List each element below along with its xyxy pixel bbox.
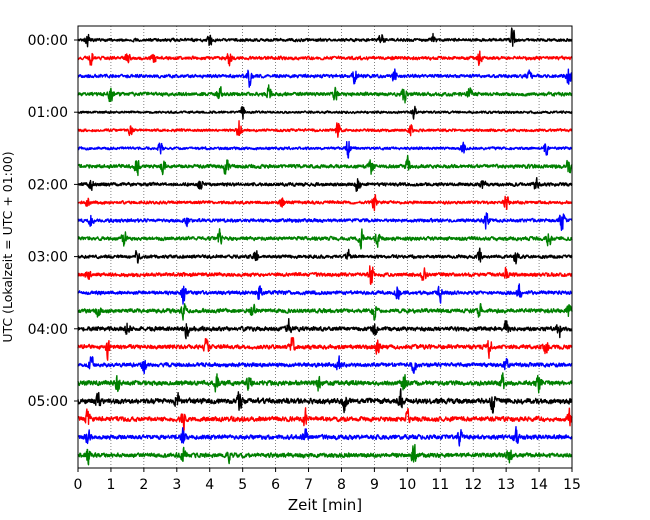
x-tick-label-1: 1 [106, 477, 115, 493]
x-tick-label-2: 2 [139, 477, 148, 493]
trace-01:45 [77, 154, 573, 177]
trace-03:00 [77, 247, 573, 265]
y-axis-label: UTC (Lokalzeit = UTC + 01:00) [0, 151, 15, 342]
x-axis-ticks: 0 1 2 3 4 5 6 7 8 9 10 11 12 13 14 15 [74, 468, 581, 493]
trace-05:45 [77, 443, 573, 466]
y-tick-label-3: 03:00 [28, 250, 68, 266]
y-tick-label-2: 02:00 [28, 177, 68, 193]
trace-03:45 [77, 302, 573, 321]
trace-00:30 [77, 68, 573, 88]
x-tick-label-14: 14 [530, 477, 548, 493]
traces-group [77, 27, 573, 466]
trace-05:00 [77, 388, 573, 414]
x-tick-label-10: 10 [398, 477, 416, 493]
trace-04:30 [77, 355, 573, 375]
trace-01:00 [77, 105, 573, 120]
trace-04:00 [77, 317, 573, 340]
x-tick-label-8: 8 [337, 477, 346, 493]
x-tick-label-13: 13 [497, 477, 515, 493]
x-tick-label-7: 7 [304, 477, 313, 493]
plot-frame [77, 25, 573, 469]
trace-00:00 [77, 27, 573, 48]
x-tick-label-11: 11 [431, 477, 449, 493]
y-axis-ticks: 00:00 01:00 02:00 03:00 04:00 05:00 [28, 33, 78, 410]
y-tick-label-1: 01:00 [28, 105, 68, 121]
x-tick-label-0: 0 [74, 477, 83, 493]
trace-04:15 [77, 337, 573, 361]
trace-03:15 [77, 265, 573, 285]
trace-02:45 [77, 228, 573, 250]
x-tick-label-12: 12 [464, 477, 482, 493]
trace-00:45 [77, 84, 573, 104]
trace-05:15 [77, 407, 573, 431]
trace-01:30 [77, 140, 573, 159]
trace-05:30 [77, 425, 573, 447]
x-tick-label-6: 6 [271, 477, 280, 493]
trace-02:15 [77, 194, 573, 212]
y-tick-label-4: 04:00 [28, 322, 68, 338]
trace-03:30 [77, 283, 573, 305]
trace-04:45 [77, 372, 573, 394]
trace-01:15 [77, 120, 573, 138]
x-tick-label-4: 4 [205, 477, 214, 493]
x-tick-label-5: 5 [238, 477, 247, 493]
x-tick-label-9: 9 [370, 477, 379, 493]
trace-02:00 [77, 176, 573, 192]
y-tick-label-0: 00:00 [28, 33, 68, 49]
trace-00:15 [77, 50, 573, 67]
x-tick-label-15: 15 [563, 477, 581, 493]
x-tick-label-3: 3 [172, 477, 181, 493]
y-tick-label-5: 05:00 [28, 394, 68, 410]
trace-02:30 [77, 212, 573, 232]
x-axis-label: Zeit [min] [288, 496, 362, 514]
